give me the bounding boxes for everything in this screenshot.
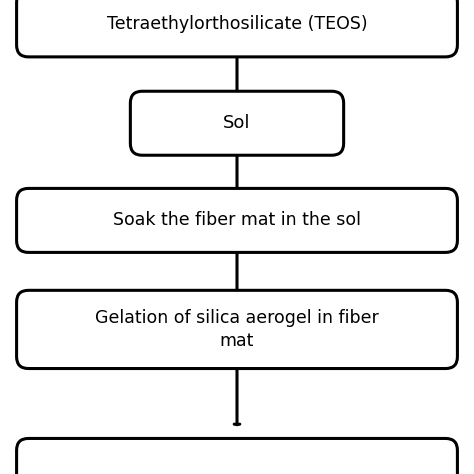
FancyBboxPatch shape — [17, 0, 457, 57]
FancyBboxPatch shape — [17, 290, 457, 369]
Text: Soak the fiber mat in the sol: Soak the fiber mat in the sol — [113, 211, 361, 229]
Text: Tetraethylorthosilicate (TEOS): Tetraethylorthosilicate (TEOS) — [107, 15, 367, 33]
FancyBboxPatch shape — [17, 438, 457, 474]
Text: Gelation of silica aerogel in fiber
mat: Gelation of silica aerogel in fiber mat — [95, 309, 379, 350]
FancyBboxPatch shape — [17, 188, 457, 252]
FancyBboxPatch shape — [130, 91, 344, 155]
Text: Sol: Sol — [223, 114, 251, 132]
